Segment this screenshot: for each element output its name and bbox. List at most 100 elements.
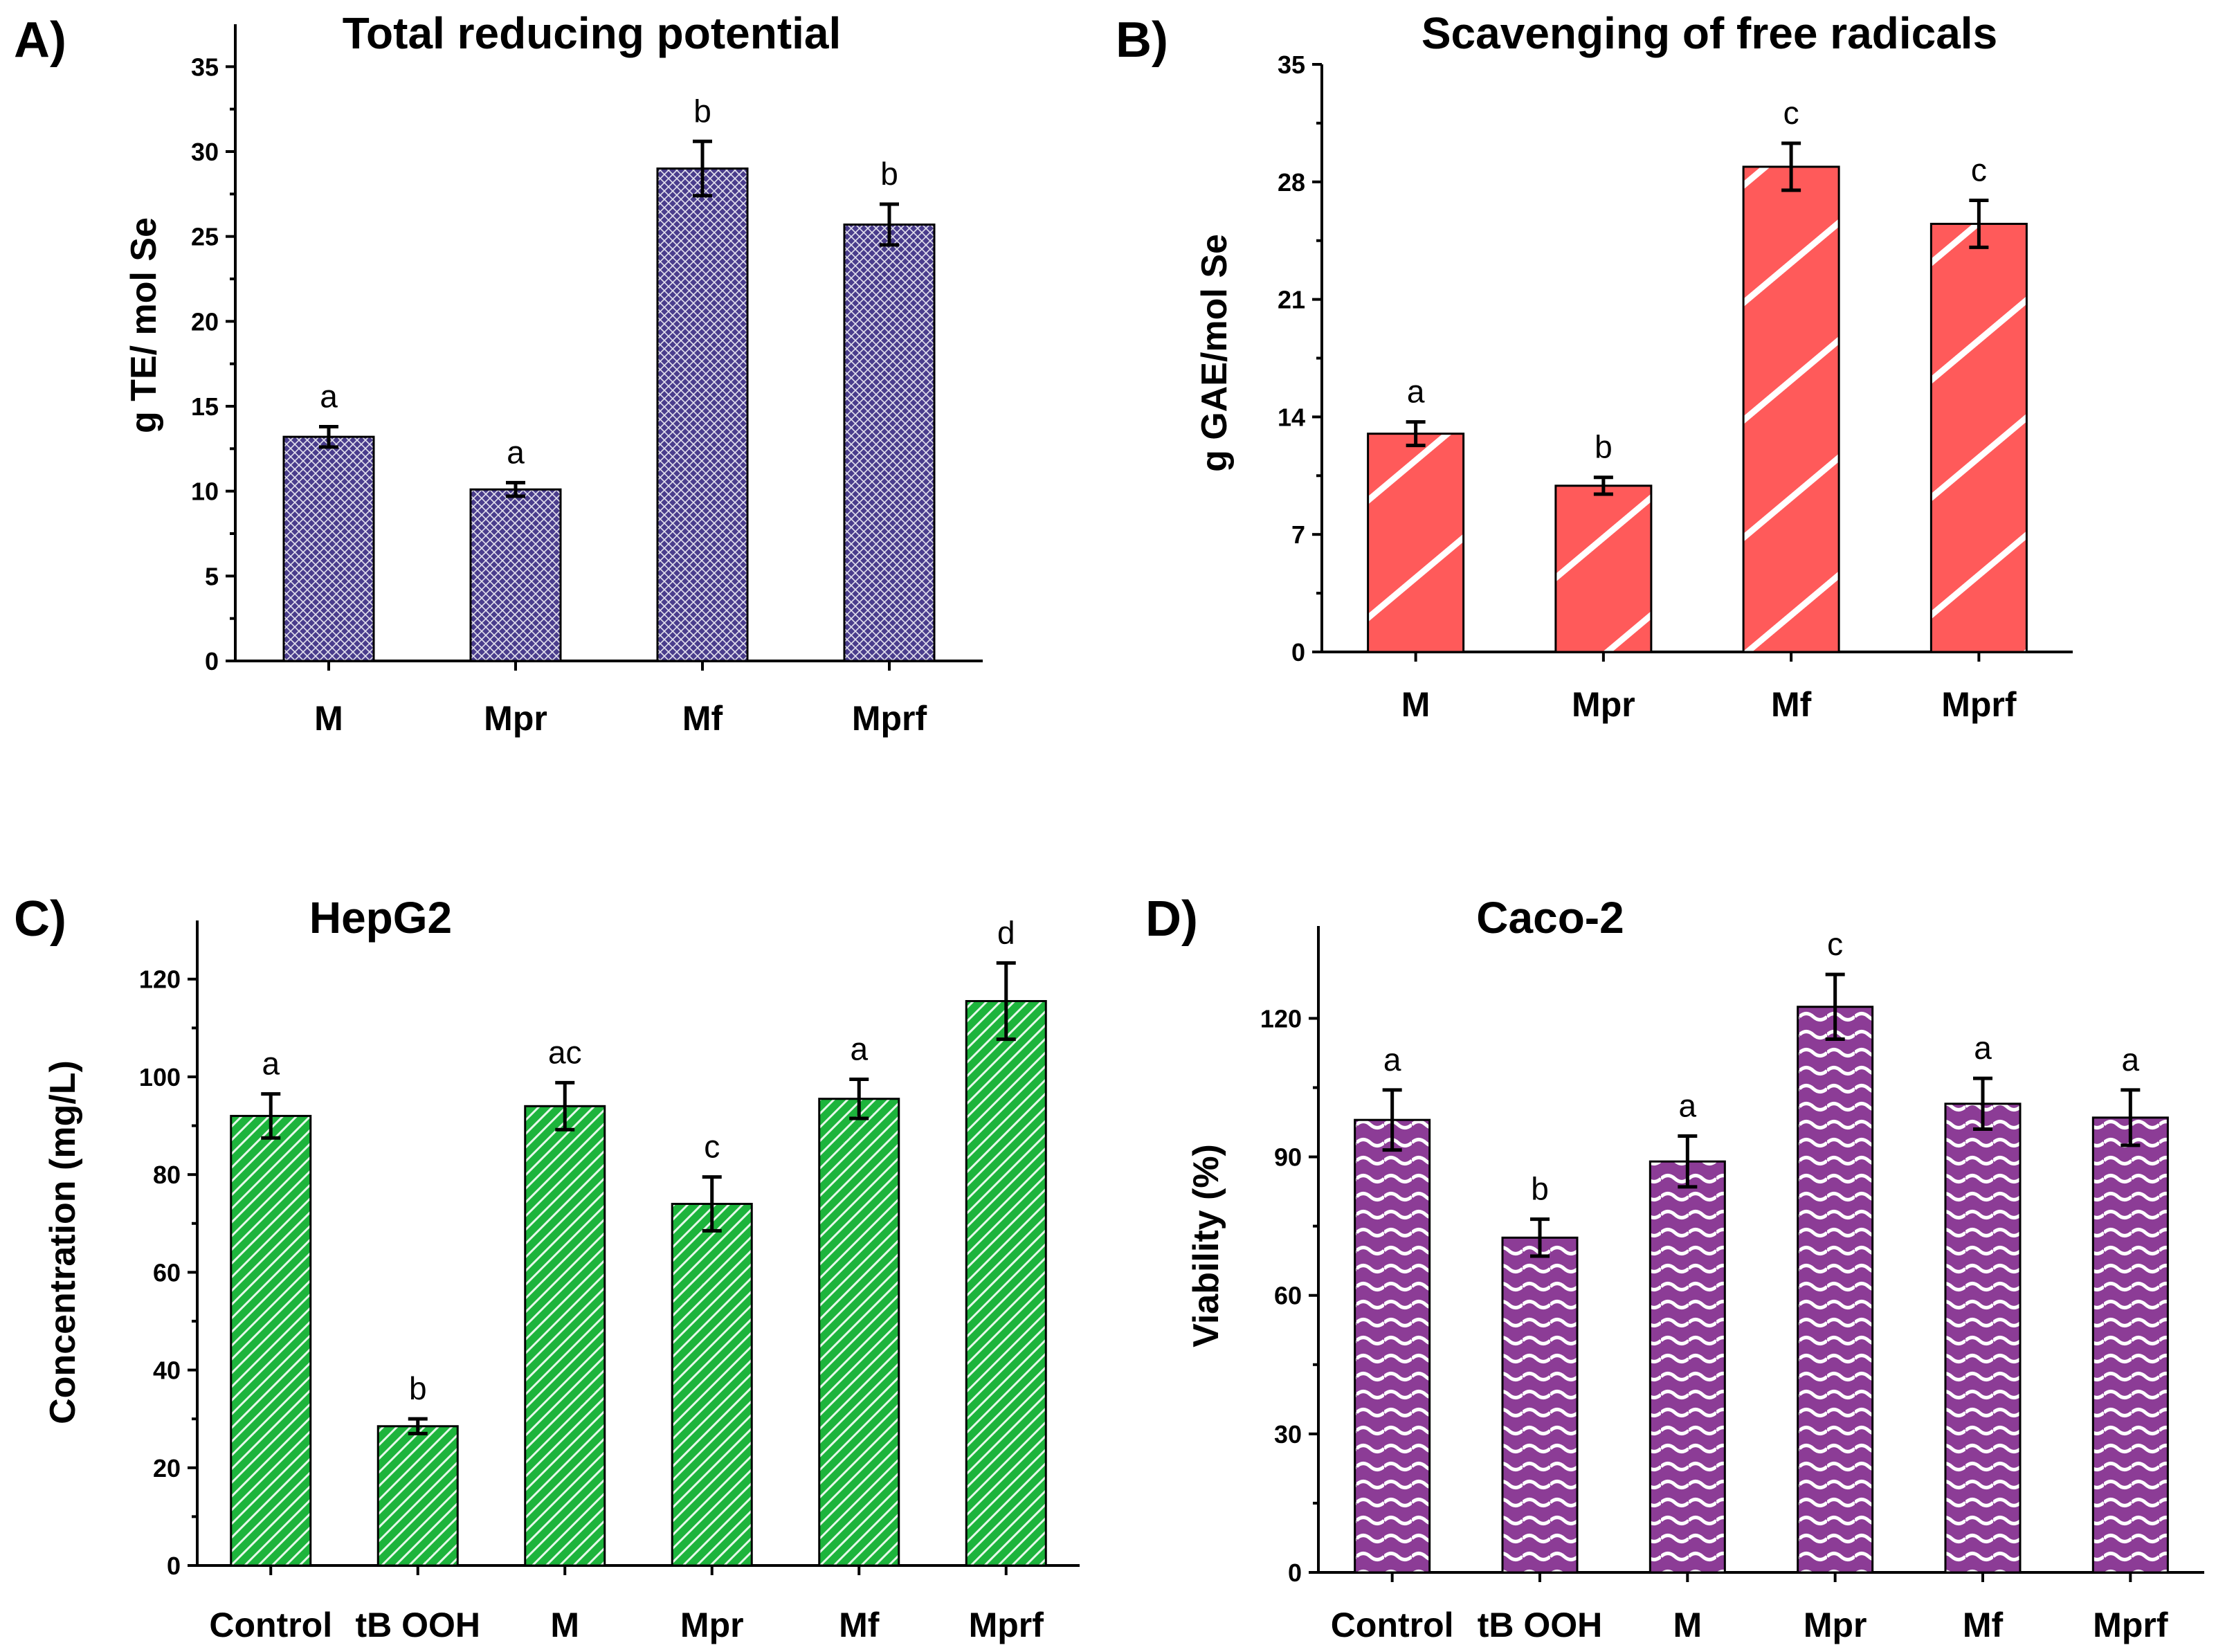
bar	[469, 488, 562, 662]
error-bar	[1593, 475, 1613, 496]
error-bar	[261, 1092, 281, 1140]
panel-d-title: Caco-2	[1476, 893, 1624, 943]
panel-b-title: Scavenging of free radicals	[1422, 8, 1997, 58]
x-tick-label: Mprf	[852, 699, 927, 738]
error-bar	[849, 1077, 869, 1120]
bar	[1501, 1236, 1579, 1574]
y-tick-label: 14	[1278, 403, 1305, 431]
bar	[2091, 1116, 2169, 1574]
significance-label: d	[997, 914, 1015, 950]
panel-c-letter: C)	[14, 891, 66, 947]
y-tick-label: 25	[191, 223, 219, 251]
error-bar	[1382, 1088, 1402, 1152]
y-tick-label: 20	[191, 307, 219, 336]
error-bar	[1781, 141, 1801, 192]
significance-label: a	[320, 378, 338, 414]
y-tick-label: 21	[1278, 286, 1305, 314]
panel-b: B) Scavenging of free radicals g GAE/mol…	[1116, 8, 2073, 724]
error-bar	[693, 139, 712, 198]
x-tick-label: Mpr	[1804, 1606, 1867, 1644]
panel-a-plot: 0 5 10 15 20 25 30 35 a Ma Mpr b Mf b Mprf	[191, 24, 983, 738]
significance-label: c	[1783, 95, 1799, 131]
bar	[1554, 484, 1653, 653]
bar	[1354, 1118, 1431, 1574]
y-tick-label: 35	[1278, 51, 1305, 79]
x-tick-label: Mpr	[1572, 685, 1635, 724]
significance-label: c	[704, 1129, 720, 1165]
significance-label: b	[409, 1370, 427, 1406]
y-tick-label: 10	[191, 478, 219, 506]
error-bar	[880, 202, 899, 247]
error-bar	[319, 424, 338, 449]
panel-d-plot: 0 30 60 90 120 a Control b tB OOH a Mc Mpr a Mf a Mprf	[1260, 926, 2204, 1644]
panel-c-ylabel: Concentration (mg/L)	[43, 1060, 83, 1424]
bar	[1367, 433, 1465, 653]
y-tick-label: 40	[153, 1356, 181, 1385]
x-tick-label: Mprf	[1941, 685, 2017, 724]
significance-label: a	[1383, 1042, 1401, 1078]
y-tick-label: 20	[153, 1454, 181, 1482]
bar	[524, 1105, 606, 1567]
significance-label: b	[1531, 1171, 1549, 1207]
bar	[1944, 1102, 2022, 1574]
y-tick-label: 80	[153, 1161, 181, 1189]
panel-a-title: Total reducing potential	[343, 8, 842, 58]
bar	[843, 223, 936, 662]
bar	[1797, 1006, 1874, 1574]
y-tick-label: 60	[153, 1258, 181, 1287]
bar	[671, 1203, 753, 1567]
x-tick-label: Mf	[1771, 685, 1812, 724]
panel-b-letter: B)	[1116, 12, 1168, 68]
x-tick-label: Mprf	[969, 1606, 1044, 1644]
bar	[818, 1098, 900, 1567]
significance-label: a	[1407, 374, 1425, 410]
y-tick-label: 28	[1278, 168, 1305, 197]
x-tick-label: tB OOH	[1478, 1606, 1603, 1644]
significance-label: b	[693, 93, 711, 129]
significance-label: ac	[548, 1034, 582, 1070]
significance-label: a	[850, 1031, 868, 1066]
bar	[1649, 1160, 1726, 1574]
y-tick-label: 60	[1274, 1282, 1302, 1310]
bar	[282, 435, 375, 662]
significance-label: a	[2122, 1042, 2140, 1078]
y-tick-label: 7	[1291, 520, 1305, 549]
error-bar	[1530, 1217, 1550, 1258]
x-tick-label: Mf	[682, 699, 723, 738]
y-tick-label: 30	[191, 138, 219, 166]
x-tick-label: Control	[209, 1606, 332, 1644]
error-bar	[1406, 420, 1426, 448]
panel-d-ylabel: Viability (%)	[1186, 1144, 1226, 1347]
panel-a-letter: A)	[14, 12, 66, 68]
x-tick-label: Mf	[839, 1606, 880, 1644]
error-bar	[996, 961, 1016, 1042]
bar	[1929, 222, 2028, 653]
bar	[376, 1425, 459, 1567]
x-tick-label: Mf	[1963, 1606, 2004, 1644]
x-tick-label: Mpr	[484, 699, 547, 738]
error-bar	[2120, 1088, 2141, 1147]
x-tick-label: M	[1673, 1606, 1702, 1644]
error-bar	[702, 1175, 722, 1233]
x-tick-label: Control	[1331, 1606, 1454, 1644]
panel-d-letter: D)	[1145, 891, 1198, 947]
significance-label: a	[1679, 1088, 1697, 1124]
x-tick-label: M	[550, 1606, 579, 1644]
panel-a: A) Total reducing potential g TE/ mol Se…	[14, 8, 983, 738]
error-bar	[1969, 198, 1989, 249]
y-tick-label: 0	[1288, 1559, 1302, 1587]
significance-label: b	[1595, 429, 1613, 465]
panel-d: D) Caco-2 Viability (%) 0 30 60 90 120 a Contr…	[1145, 891, 2204, 1644]
y-tick-label: 0	[1291, 638, 1305, 666]
bar	[965, 1000, 1047, 1567]
panel-c: C) HepG2 Concentration (mg/L) 0 20 40 60 80 1…	[14, 891, 1080, 1644]
panel-c-title: HepG2	[309, 893, 452, 943]
error-bar	[1825, 972, 1845, 1041]
y-tick-label: 35	[191, 53, 219, 81]
panel-a-ylabel: g TE/ mol Se	[124, 217, 164, 433]
panel-c-plot: 0 20 40 60 80 100 120 a Control b tB OOH ac Mc Mpr a Mf…	[139, 914, 1080, 1644]
error-bar	[1973, 1076, 1992, 1132]
significance-label: b	[880, 156, 898, 192]
x-tick-label: M	[1401, 685, 1431, 724]
